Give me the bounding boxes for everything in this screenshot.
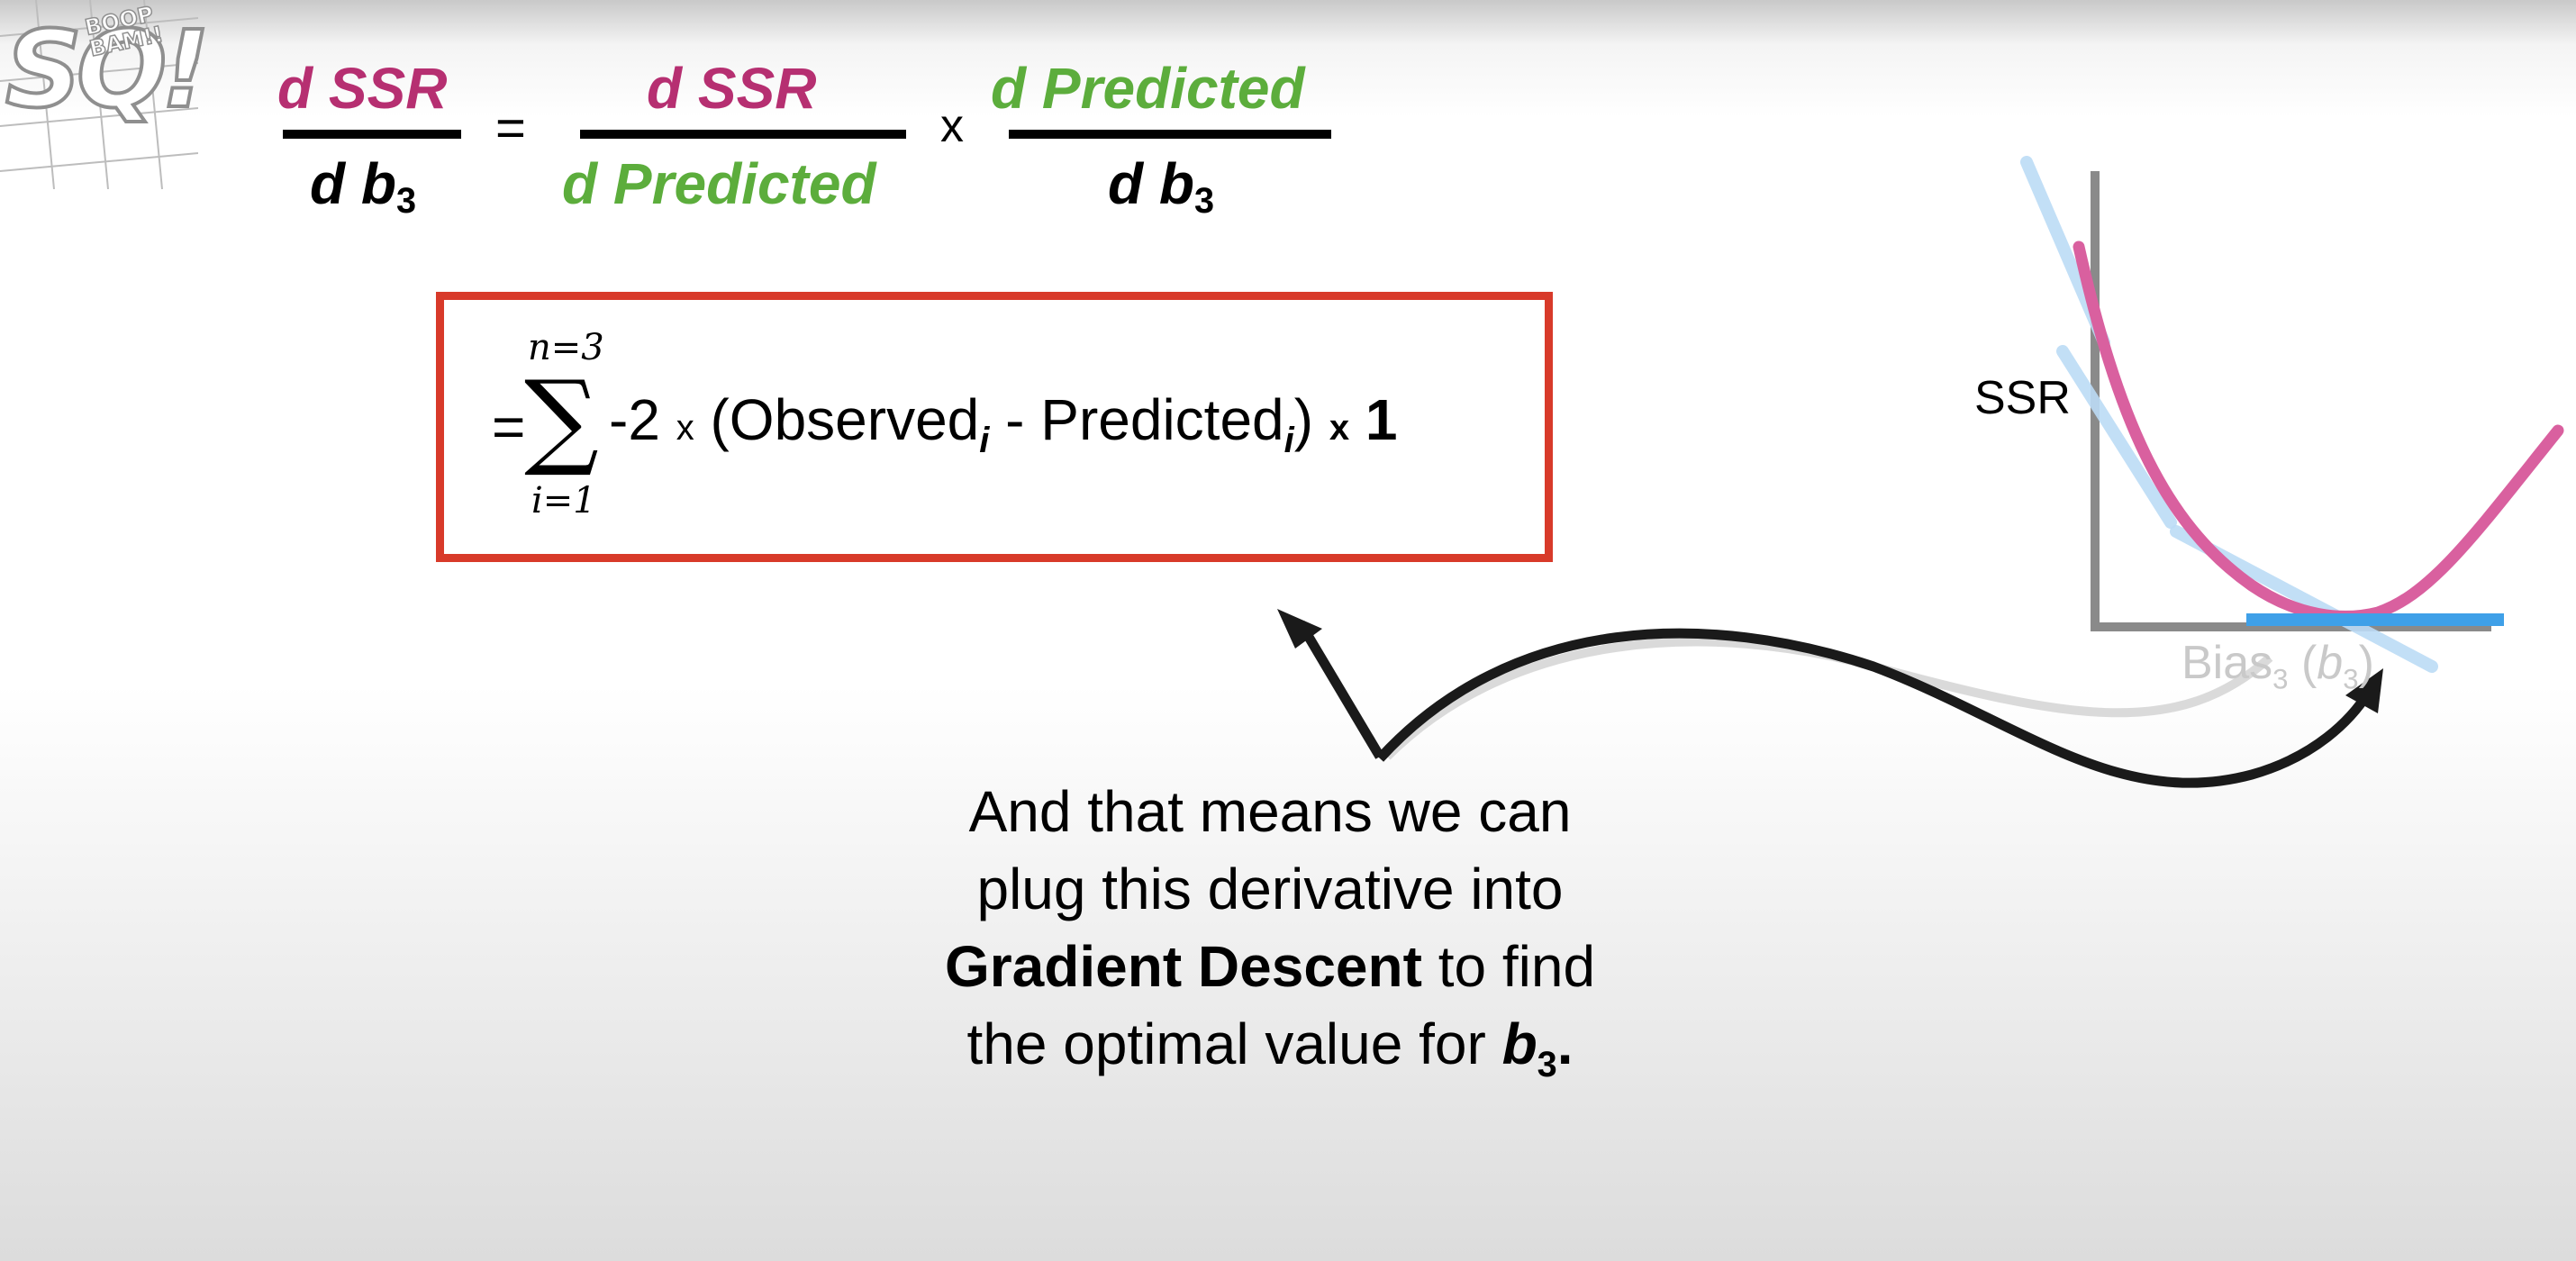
- lhs-fraction-bar: [283, 130, 461, 139]
- term2-numerator: d Predicted: [991, 56, 1305, 121]
- arrow-to-formula: [1296, 621, 1384, 759]
- logo: SQ! BOOP BAM!!: [0, 0, 212, 190]
- caption-line-1: And that means we can: [968, 779, 1572, 844]
- sigma-icon: ∑: [524, 358, 599, 480]
- sigma-upper-limit: n=3: [528, 327, 604, 368]
- arrow-to-graph-head: [2345, 668, 2383, 713]
- term1-numerator: d SSR: [647, 56, 817, 121]
- times-two: x: [1329, 408, 1350, 448]
- ssr-curve: [2073, 240, 2564, 622]
- formula-equals: =: [492, 395, 526, 459]
- formula-expression: -2 x (Observedi - Predictedi) x 1: [609, 391, 1397, 458]
- caption: And that means we can plug this derivati…: [847, 773, 1693, 1103]
- close-paren: ): [1293, 387, 1314, 452]
- y-axis-label: SSR: [1974, 372, 2071, 424]
- logo-graphic-icon: [0, 0, 199, 190]
- times-sign: x: [940, 100, 964, 152]
- sigma-lower-limit: i=1: [531, 480, 596, 522]
- arrow-to-graph: [1375, 628, 2373, 788]
- lhs-denominator: d b3: [310, 151, 417, 221]
- x-axis-label: Bias3 (b3): [2181, 637, 2374, 695]
- gradient-descent-term: Gradient Descent: [944, 934, 1422, 999]
- equals-sign: =: [495, 99, 526, 158]
- neg-two: -2: [609, 387, 660, 452]
- caption-line-3: Gradient Descent to find: [944, 934, 1596, 999]
- observed-subscript: i: [979, 420, 990, 460]
- lhs-numerator: d SSR: [277, 56, 448, 121]
- caption-line-4: the optimal value for b3.: [966, 1012, 1574, 1084]
- term2-denominator: d b3: [1108, 151, 1215, 221]
- term2-fraction-bar: [1009, 130, 1331, 139]
- observed-term: (Observed: [710, 387, 980, 452]
- arrow-to-formula-head: [1277, 609, 1322, 649]
- derivative-formula-box: [436, 292, 1553, 562]
- tangent-line-2: [2056, 345, 2177, 529]
- ssr-bias-graph: [2020, 156, 2564, 673]
- times-one: x: [676, 408, 694, 448]
- predicted-subscript: i: [1283, 420, 1294, 460]
- predicted-term: - Predicted: [989, 387, 1284, 452]
- caption-line-2: plug this derivative into: [976, 857, 1564, 921]
- logo-text: SQ!: [4, 7, 212, 132]
- term1-fraction-bar: [580, 130, 906, 139]
- one-term: 1: [1365, 387, 1398, 452]
- term1-denominator: d Predicted: [562, 151, 876, 216]
